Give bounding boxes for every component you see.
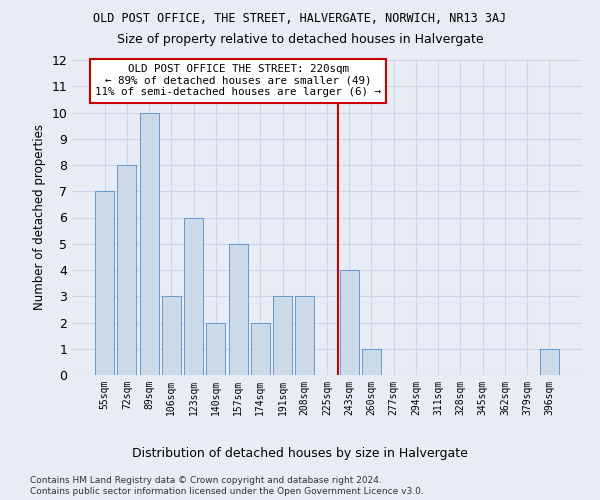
Text: OLD POST OFFICE, THE STREET, HALVERGATE, NORWICH, NR13 3AJ: OLD POST OFFICE, THE STREET, HALVERGATE,… — [94, 12, 506, 26]
Bar — [229, 244, 248, 375]
Bar — [362, 349, 381, 375]
Bar — [184, 218, 203, 375]
Text: Contains HM Land Registry data © Crown copyright and database right 2024.: Contains HM Land Registry data © Crown c… — [30, 476, 382, 485]
Text: Contains public sector information licensed under the Open Government Licence v3: Contains public sector information licen… — [30, 487, 424, 496]
Y-axis label: Number of detached properties: Number of detached properties — [33, 124, 46, 310]
Bar — [95, 191, 114, 375]
Bar — [540, 349, 559, 375]
Bar — [273, 296, 292, 375]
Text: Distribution of detached houses by size in Halvergate: Distribution of detached houses by size … — [132, 448, 468, 460]
Bar — [118, 165, 136, 375]
Bar — [162, 296, 181, 375]
Bar — [340, 270, 359, 375]
Bar — [140, 112, 158, 375]
Bar — [295, 296, 314, 375]
Bar — [206, 322, 225, 375]
Text: Size of property relative to detached houses in Halvergate: Size of property relative to detached ho… — [116, 32, 484, 46]
Text: OLD POST OFFICE THE STREET: 220sqm
← 89% of detached houses are smaller (49)
11%: OLD POST OFFICE THE STREET: 220sqm ← 89%… — [95, 64, 381, 97]
Bar — [251, 322, 270, 375]
